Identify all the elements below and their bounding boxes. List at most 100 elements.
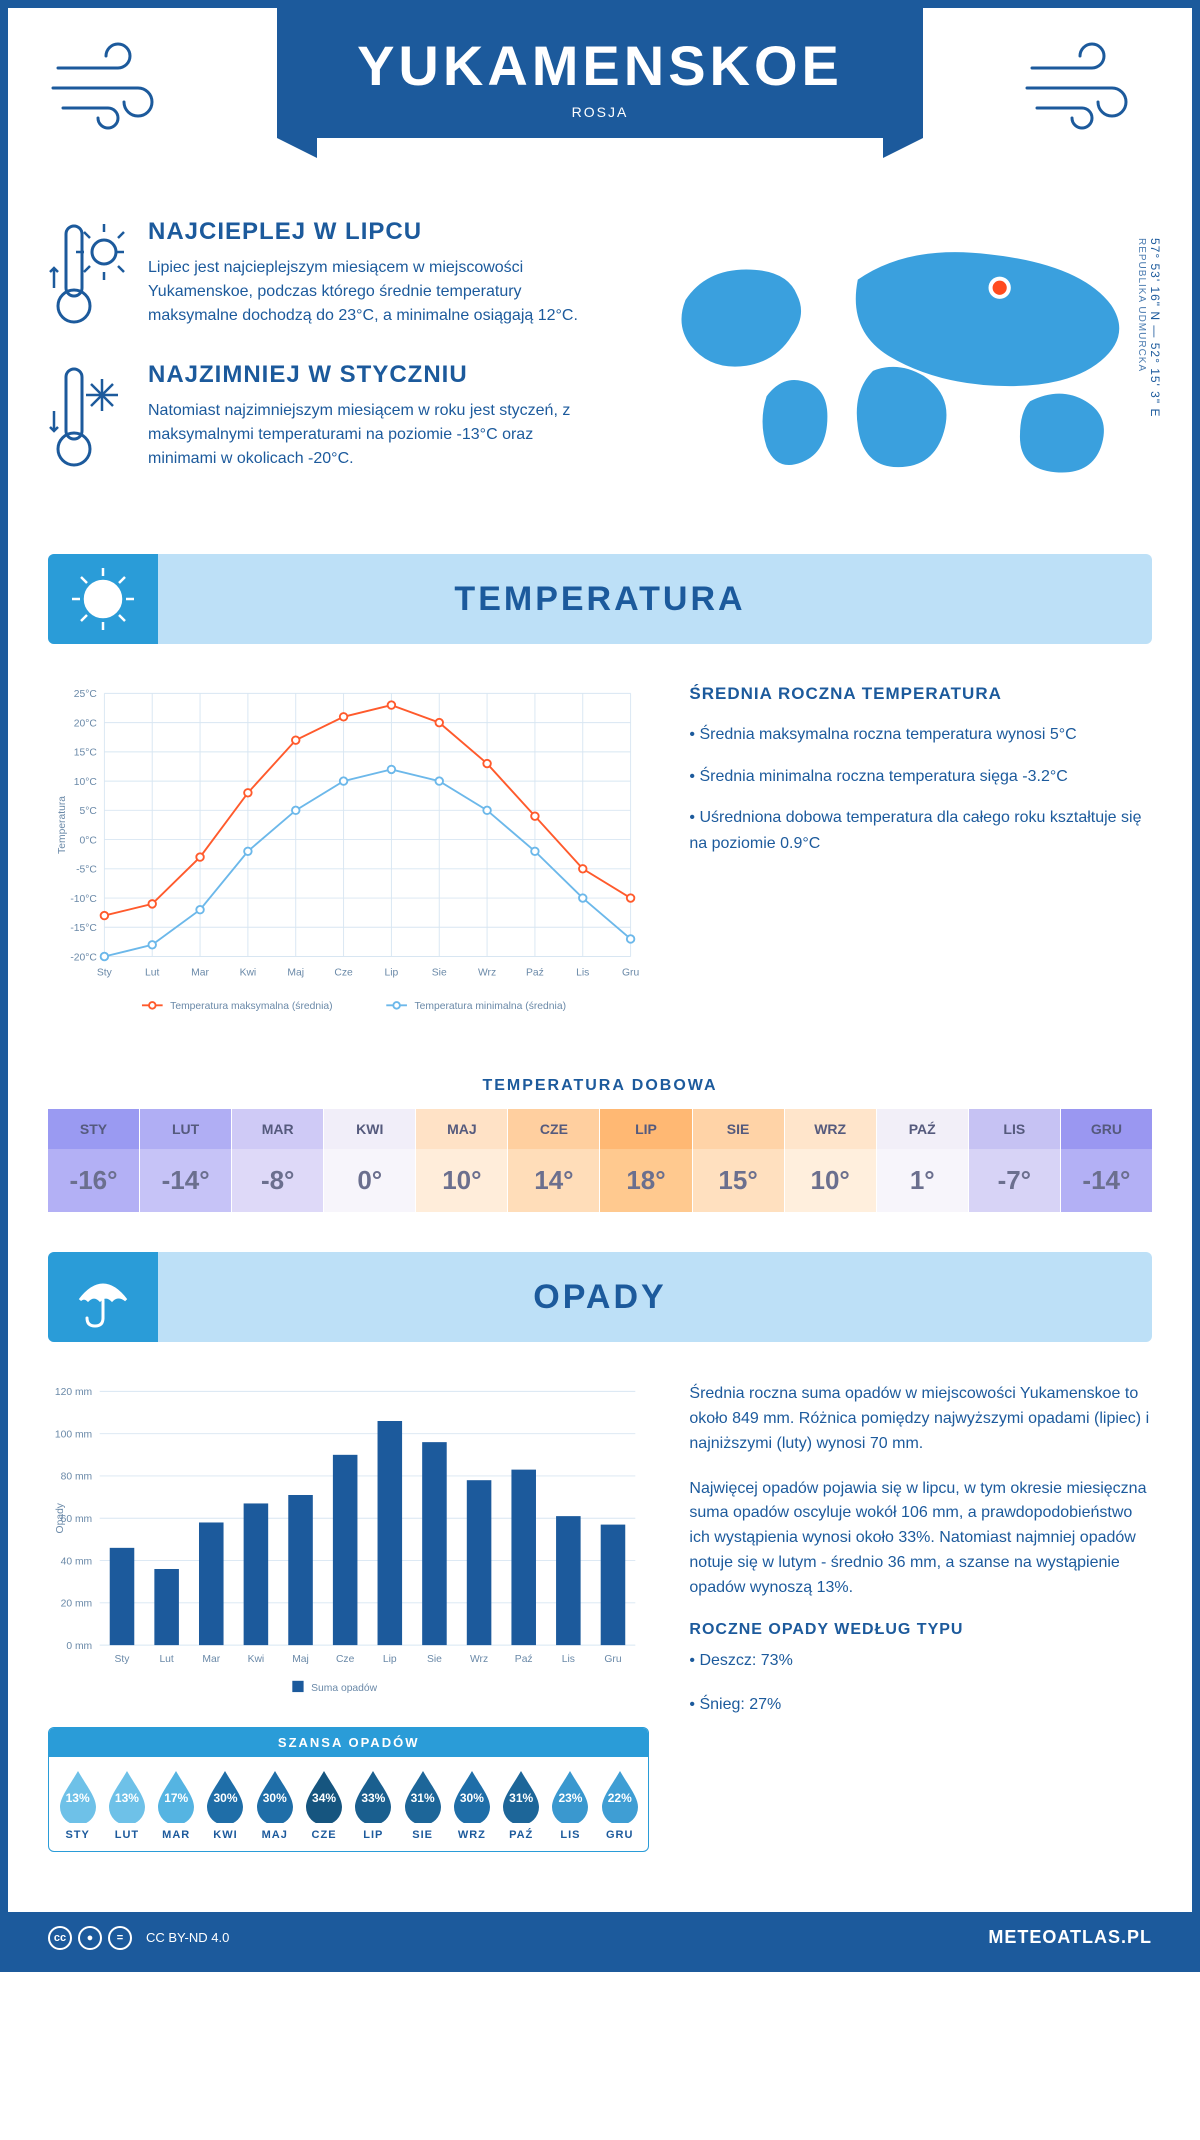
section-header-temperature: TEMPERATURA	[48, 554, 1152, 644]
raindrop-icon: 34%	[302, 1769, 346, 1823]
svg-text:-10°C: -10°C	[70, 894, 97, 905]
intro-row: NAJCIEPLEJ W LIPCU Lipiec jest najcieple…	[8, 188, 1192, 534]
precip-type-title: ROCZNE OPADY WEDŁUG TYPU	[689, 1621, 1152, 1639]
temp-bullet: • Średnia minimalna roczna temperatura s…	[689, 764, 1152, 790]
thermometer-hot-icon	[48, 218, 128, 333]
chance-title: SZANSA OPADÓW	[49, 1728, 648, 1757]
svg-text:Suma opadów: Suma opadów	[311, 1683, 378, 1694]
svg-text:Temperatura maksymalna (średni: Temperatura maksymalna (średnia)	[170, 1001, 332, 1012]
daily-cell: WRZ 10°	[785, 1109, 877, 1212]
chance-cell: 30%KWI	[203, 1769, 248, 1841]
daily-cell: MAJ 10°	[416, 1109, 508, 1212]
footer: cc ● = CC BY-ND 4.0 METEOATLAS.PL	[8, 1912, 1192, 1964]
svg-text:Sie: Sie	[427, 1654, 442, 1665]
chance-panel: SZANSA OPADÓW 13%STY 13%LUT 17%MAR 30%KW…	[48, 1727, 649, 1852]
wind-icon	[48, 38, 178, 138]
svg-text:10°C: 10°C	[74, 777, 98, 788]
svg-text:Lip: Lip	[385, 967, 399, 978]
svg-text:Cze: Cze	[334, 967, 353, 978]
coordinates: 57° 53' 16" N — 52° 15' 3" E REPUBLIKA U…	[1134, 238, 1162, 417]
svg-text:20 mm: 20 mm	[61, 1599, 93, 1610]
umbrella-icon	[48, 1252, 158, 1342]
chance-cell: 17%MAR	[154, 1769, 199, 1841]
daily-cell: SIE 15°	[693, 1109, 785, 1212]
raindrop-icon: 30%	[203, 1769, 247, 1823]
chance-cell: 30%WRZ	[449, 1769, 494, 1841]
daily-temp-title: TEMPERATURA DOBOWA	[8, 1077, 1192, 1095]
by-icon: ●	[78, 1926, 102, 1950]
daily-cell: LIP 18°	[600, 1109, 692, 1212]
raindrop-icon: 31%	[499, 1769, 543, 1823]
svg-text:20°C: 20°C	[74, 718, 98, 729]
svg-text:Sty: Sty	[97, 967, 113, 978]
svg-text:Temperatura minimalna (średnia: Temperatura minimalna (średnia)	[414, 1001, 566, 1012]
daily-cell: KWI 0°	[324, 1109, 416, 1212]
raindrop-icon: 23%	[548, 1769, 592, 1823]
raindrop-icon: 33%	[351, 1769, 395, 1823]
raindrop-icon: 31%	[401, 1769, 445, 1823]
raindrop-icon: 17%	[154, 1769, 198, 1823]
svg-text:Lut: Lut	[145, 967, 159, 978]
precip-summary: Średnia roczna suma opadów w miejscowośc…	[689, 1382, 1152, 1851]
header: YUKAMENSKOE ROSJA	[8, 8, 1192, 188]
daily-temp-table: STY -16°LUT -14°MAR -8°KWI 0°MAJ 10°CZE …	[48, 1109, 1152, 1212]
thermometer-cold-icon	[48, 361, 128, 476]
svg-text:Temperatura: Temperatura	[57, 796, 68, 854]
raindrop-icon: 30%	[253, 1769, 297, 1823]
daily-cell: MAR -8°	[232, 1109, 324, 1212]
license-text: CC BY-ND 4.0	[146, 1930, 229, 1945]
svg-text:Lis: Lis	[576, 967, 589, 978]
daily-cell: CZE 14°	[508, 1109, 600, 1212]
page-subtitle: ROSJA	[357, 104, 843, 120]
coords-line: 57° 53' 16" N — 52° 15' 3" E	[1148, 238, 1162, 417]
warmest-title: NAJCIEPLEJ W LIPCU	[148, 218, 605, 246]
cc-icon: cc	[48, 1926, 72, 1950]
daily-cell: LUT -14°	[140, 1109, 232, 1212]
chance-cell: 13%STY	[55, 1769, 100, 1841]
raindrop-icon: 13%	[105, 1769, 149, 1823]
svg-text:5°C: 5°C	[80, 806, 98, 817]
svg-text:0 mm: 0 mm	[66, 1641, 92, 1652]
daily-cell: PAŹ 1°	[877, 1109, 969, 1212]
coldest-title: NAJZIMNIEJ W STYCZNIU	[148, 361, 605, 389]
daily-cell: GRU -14°	[1061, 1109, 1152, 1212]
section-header-precip: OPADY	[48, 1252, 1152, 1342]
daily-cell: STY -16°	[48, 1109, 140, 1212]
svg-text:Sie: Sie	[432, 967, 447, 978]
chance-cell: 13%LUT	[104, 1769, 149, 1841]
precip-bar-chart: 0 mm20 mm40 mm60 mm80 mm100 mm120 mmOpad…	[48, 1382, 649, 1851]
brand: METEOATLAS.PL	[988, 1927, 1152, 1948]
temp-bullet: • Średnia maksymalna roczna temperatura …	[689, 722, 1152, 748]
temperature-line-chart: -20°C-15°C-10°C-5°C0°C5°C10°C15°C20°C25°…	[48, 684, 649, 1027]
chance-cell: 34%CZE	[301, 1769, 346, 1841]
svg-text:Maj: Maj	[292, 1654, 309, 1665]
raindrop-icon: 30%	[450, 1769, 494, 1823]
title-banner: YUKAMENSKOE ROSJA	[277, 8, 923, 138]
svg-text:-20°C: -20°C	[70, 952, 97, 963]
svg-text:40 mm: 40 mm	[61, 1557, 93, 1568]
warmest-text: Lipiec jest najcieplejszym miesiącem w m…	[148, 256, 605, 328]
wind-icon	[1022, 38, 1152, 138]
svg-text:Lis: Lis	[562, 1654, 575, 1665]
svg-text:Wrz: Wrz	[478, 967, 496, 978]
svg-text:Wrz: Wrz	[470, 1654, 488, 1665]
precip-type: • Śnieg: 27%	[689, 1693, 1152, 1718]
chance-cell: 30%MAJ	[252, 1769, 297, 1841]
coldest-text: Natomiast najzimniejszym miesiącem w rok…	[148, 399, 605, 471]
precip-p1: Średnia roczna suma opadów w miejscowośc…	[689, 1382, 1152, 1456]
svg-text:25°C: 25°C	[74, 689, 98, 700]
svg-text:Lip: Lip	[383, 1654, 397, 1665]
svg-text:Mar: Mar	[191, 967, 209, 978]
section-title: OPADY	[533, 1278, 666, 1317]
svg-text:15°C: 15°C	[74, 748, 98, 759]
page-title: YUKAMENSKOE	[357, 33, 843, 98]
section-title: TEMPERATURA	[454, 580, 745, 619]
svg-text:Paź: Paź	[515, 1654, 533, 1665]
svg-text:Paź: Paź	[526, 967, 544, 978]
temperature-summary: ŚREDNIA ROCZNA TEMPERATURA • Średnia mak…	[689, 684, 1152, 1027]
svg-text:Kwi: Kwi	[248, 1654, 265, 1665]
svg-text:80 mm: 80 mm	[61, 1472, 93, 1483]
daily-cell: LIS -7°	[969, 1109, 1061, 1212]
svg-text:Cze: Cze	[336, 1654, 355, 1665]
chance-cell: 22%GRU	[597, 1769, 642, 1841]
